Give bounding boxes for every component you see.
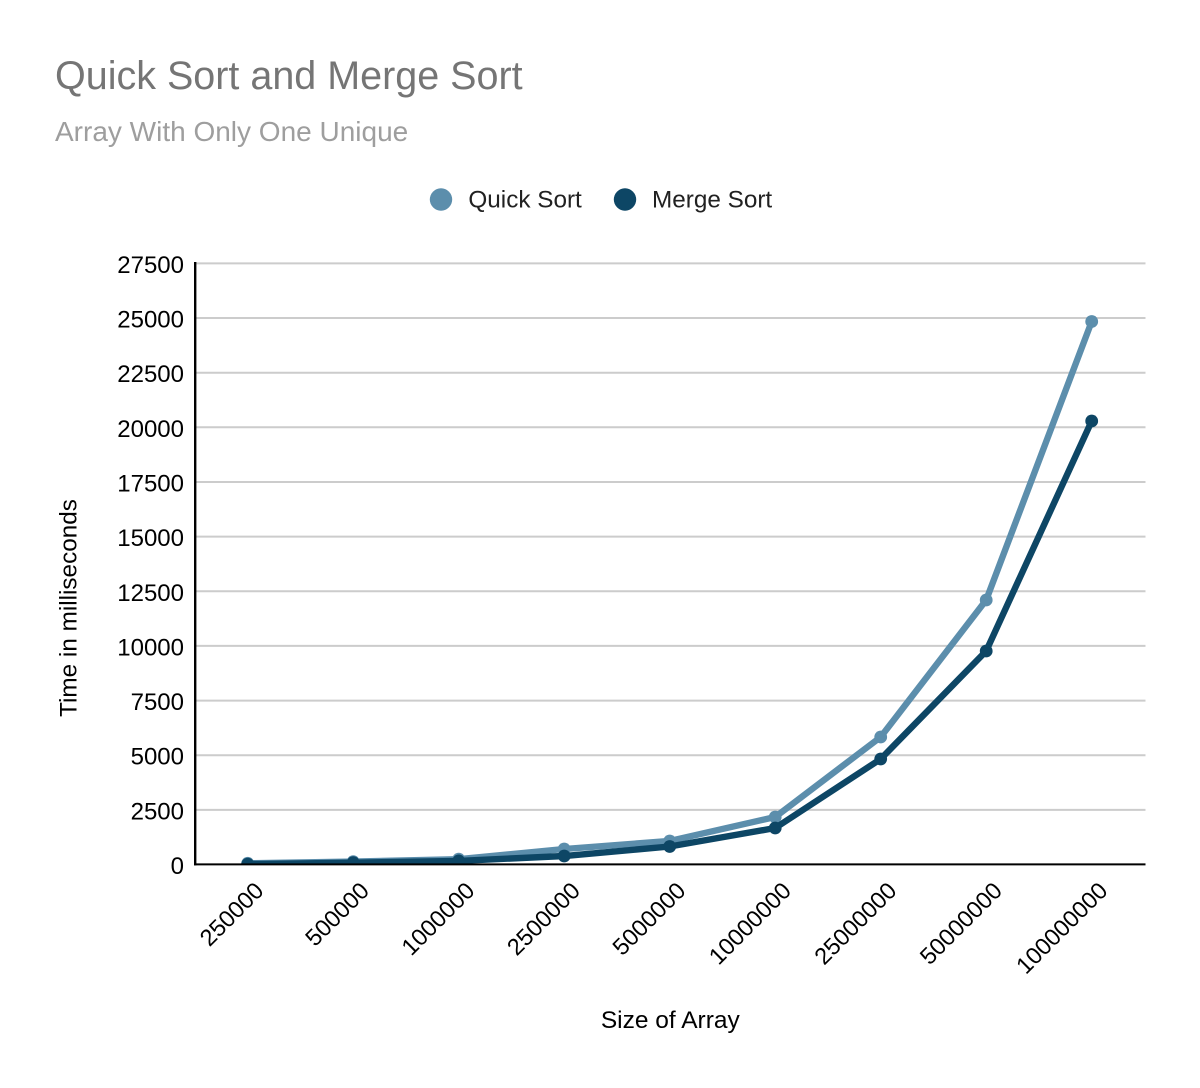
svg-text:Size of Array: Size of Array: [601, 1007, 741, 1034]
svg-text:15000: 15000: [117, 525, 184, 552]
svg-text:22500: 22500: [117, 361, 184, 388]
svg-text:12500: 12500: [117, 580, 184, 607]
svg-text:5000: 5000: [131, 744, 184, 771]
svg-text:Quick Sort: Quick Sort: [468, 187, 582, 214]
svg-text:25000: 25000: [117, 307, 184, 334]
svg-text:Time in milliseconds: Time in milliseconds: [56, 499, 83, 717]
svg-text:27500: 27500: [117, 252, 184, 279]
svg-text:17500: 17500: [117, 471, 184, 498]
svg-text:0: 0: [171, 853, 184, 880]
svg-text:20000: 20000: [117, 416, 184, 443]
svg-text:Merge Sort: Merge Sort: [652, 187, 772, 214]
svg-text:10000: 10000: [117, 634, 184, 661]
svg-text:Array With Only One Unique: Array With Only One Unique: [55, 116, 408, 147]
svg-text:Quick Sort and Merge Sort: Quick Sort and Merge Sort: [55, 54, 523, 98]
svg-text:7500: 7500: [131, 689, 184, 716]
svg-text:2500: 2500: [131, 798, 184, 825]
